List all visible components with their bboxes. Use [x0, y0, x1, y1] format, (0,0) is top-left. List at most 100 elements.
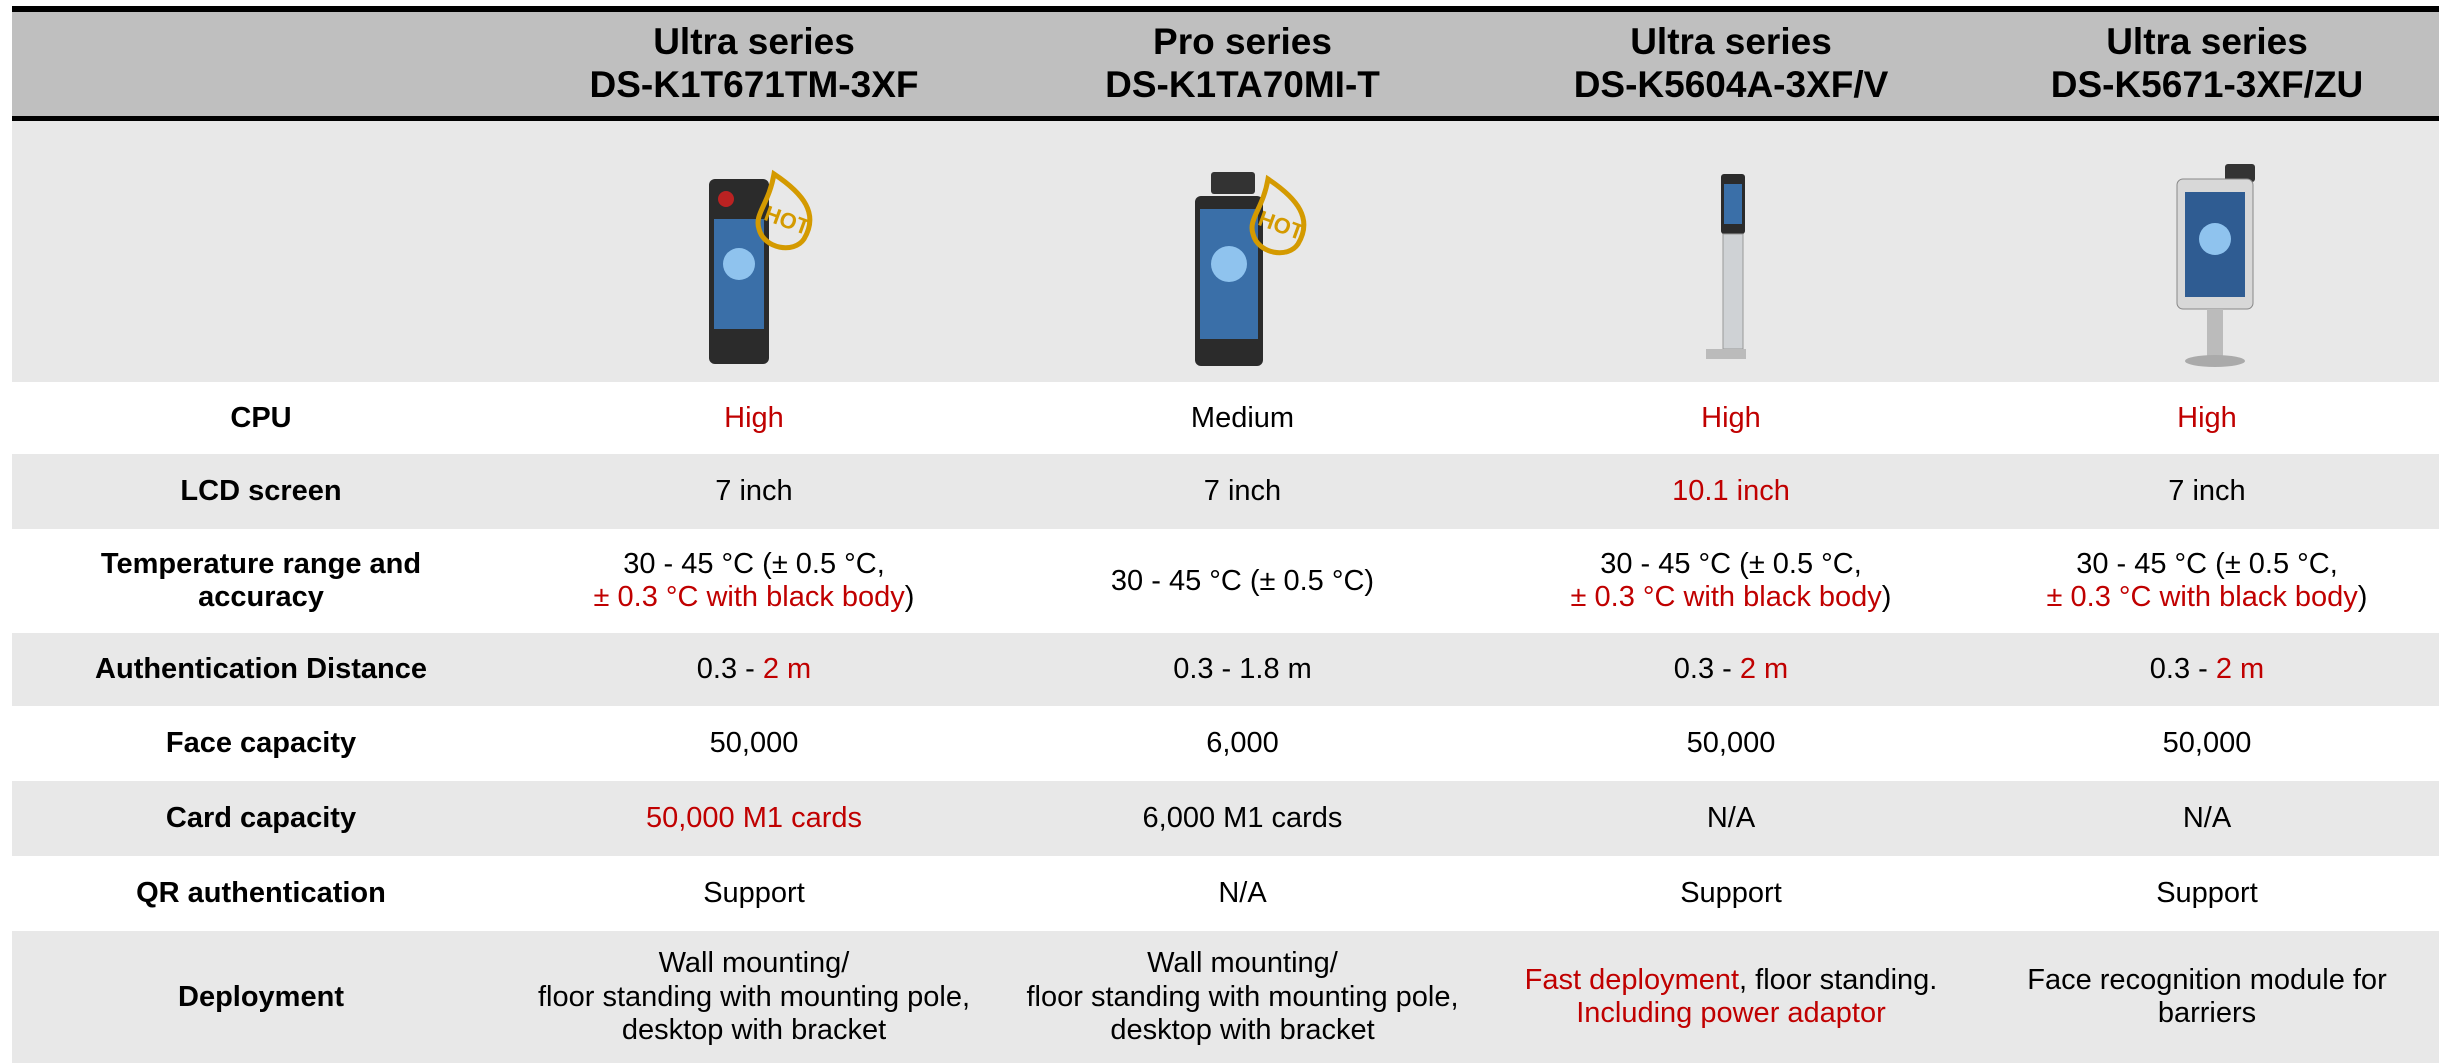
text-run: High — [1701, 402, 1761, 434]
spec-row: Deployment Wall mounting/ floor standing … — [12, 931, 2439, 1063]
spec-cell: Support — [510, 856, 998, 931]
text-run: ± 0.3 °C with black body — [594, 581, 905, 613]
spec-cell: 30 - 45 °C (± 0.5 °C) — [998, 529, 1487, 633]
spec-cell: N/A — [998, 856, 1487, 931]
text-run: 2 m — [2216, 653, 2264, 685]
product-terminal: HOT — [654, 154, 854, 374]
row-label: Authentication Distance — [12, 633, 510, 706]
text-run: 7 inch — [1204, 475, 1281, 507]
spec-cell: High — [1975, 382, 2439, 454]
text-run: 30 - 45 °C (± 0.5 °C, — [1600, 548, 1862, 580]
text-run: ± 0.3 °C with black body — [2047, 581, 2358, 613]
spec-cell: 0.3 - 2 m — [1975, 633, 2439, 706]
text-run: 2 m — [763, 653, 811, 685]
text-run: N/A — [1218, 877, 1266, 909]
row-label: Face capacity — [12, 706, 510, 781]
text-run: Support — [1680, 877, 1782, 909]
spec-cell: 0.3 - 2 m — [1487, 633, 1975, 706]
text-run: Face recognition module for barriers — [2027, 964, 2386, 1029]
text-run: High — [724, 402, 784, 434]
text-run: High — [2177, 402, 2237, 434]
text-run: ) — [1882, 581, 1892, 613]
spec-cell: 30 - 45 °C (± 0.5 °C, ± 0.3 °C with blac… — [510, 529, 998, 633]
spec-cell: High — [510, 382, 998, 454]
spec-cell: Face recognition module for barriers — [1975, 931, 2439, 1063]
product-image: HOT — [998, 118, 1487, 382]
spec-cell: 6,000 — [998, 706, 1487, 781]
product-stand — [1631, 154, 1831, 374]
row-label: LCD screen — [12, 454, 510, 529]
spec-row: Face capacity 50,000 6,000 50,000 50,000 — [12, 706, 2439, 781]
spec-cell: N/A — [1975, 781, 2439, 856]
row-label: Deployment — [12, 931, 510, 1063]
spec-cell: 0.3 - 2 m — [510, 633, 998, 706]
spec-cell: N/A — [1487, 781, 1975, 856]
text-run: , floor standing. — [1739, 964, 1937, 996]
image-row: HOT HOT — [12, 118, 2439, 382]
spec-cell: 10.1 inch — [1487, 454, 1975, 529]
series-name: Pro series — [1004, 21, 1481, 64]
text-run: 2 m — [1740, 653, 1788, 685]
series-name: Ultra series — [1493, 21, 1969, 64]
text-run: 6,000 — [1206, 727, 1279, 759]
series-name: Ultra series — [516, 21, 992, 64]
text-run: 30 - 45 °C (± 0.5 °C, — [623, 548, 885, 580]
model-name: DS-K1TA70MI-T — [1004, 64, 1481, 107]
text-run: Medium — [1191, 402, 1294, 434]
spec-cell: Medium — [998, 382, 1487, 454]
spec-cell: 7 inch — [1975, 454, 2439, 529]
spec-cell: 50,000 M1 cards — [510, 781, 998, 856]
text-run: ) — [2358, 581, 2368, 613]
text-run: Wall mounting/ floor standing with mount… — [538, 947, 970, 1046]
spec-row: CPU High Medium High High — [12, 382, 2439, 454]
text-run: N/A — [2183, 802, 2231, 834]
spec-cell: 7 inch — [998, 454, 1487, 529]
spec-cell: 30 - 45 °C (± 0.5 °C, ± 0.3 °C with blac… — [1975, 529, 2439, 633]
text-run: Wall mounting/ floor standing with mount… — [1026, 947, 1458, 1046]
row-label: Temperature range and accuracy — [12, 529, 510, 633]
model-name: DS-K5604A-3XF/V — [1493, 64, 1969, 107]
text-run: 0.3 - — [697, 653, 763, 685]
corner-cell — [12, 9, 510, 118]
spec-cell: 50,000 — [1975, 706, 2439, 781]
spec-cell: Wall mounting/ floor standing with mount… — [998, 931, 1487, 1063]
text-run: 6,000 M1 cards — [1143, 802, 1343, 834]
spec-cell: Fast deployment, floor standing. Includi… — [1487, 931, 1975, 1063]
product-terminal: HOT — [1143, 154, 1343, 374]
model-name: DS-K5671-3XF/ZU — [1981, 64, 2433, 107]
spec-cell: 0.3 - 1.8 m — [998, 633, 1487, 706]
product-image — [1487, 118, 1975, 382]
text-run: 50,000 — [710, 727, 799, 759]
text-run: Fast deployment — [1525, 964, 1739, 996]
spec-cell: 7 inch — [510, 454, 998, 529]
spec-cell: 6,000 M1 cards — [998, 781, 1487, 856]
text-run: 0.3 - — [1674, 653, 1740, 685]
spec-cell: 50,000 — [510, 706, 998, 781]
row-label: Card capacity — [12, 781, 510, 856]
text-run: N/A — [1707, 802, 1755, 834]
spec-cell: Support — [1975, 856, 2439, 931]
text-run: 50,000 — [1687, 727, 1776, 759]
model-name: DS-K1T671TM-3XF — [516, 64, 992, 107]
row-label: QR authentication — [12, 856, 510, 931]
series-name: Ultra series — [1981, 21, 2433, 64]
text-run: 0.3 - 1.8 m — [1173, 653, 1312, 685]
text-run: ) — [905, 581, 915, 613]
spec-cell: High — [1487, 382, 1975, 454]
text-run: 30 - 45 °C (± 0.5 °C) — [1111, 565, 1374, 597]
product-image — [1975, 118, 2439, 382]
product-image: HOT — [510, 118, 998, 382]
row-label: CPU — [12, 382, 510, 454]
text-run: Support — [2156, 877, 2258, 909]
empty-cell — [12, 118, 510, 382]
spec-cell: Support — [1487, 856, 1975, 931]
spec-cell: Wall mounting/ floor standing with mount… — [510, 931, 998, 1063]
